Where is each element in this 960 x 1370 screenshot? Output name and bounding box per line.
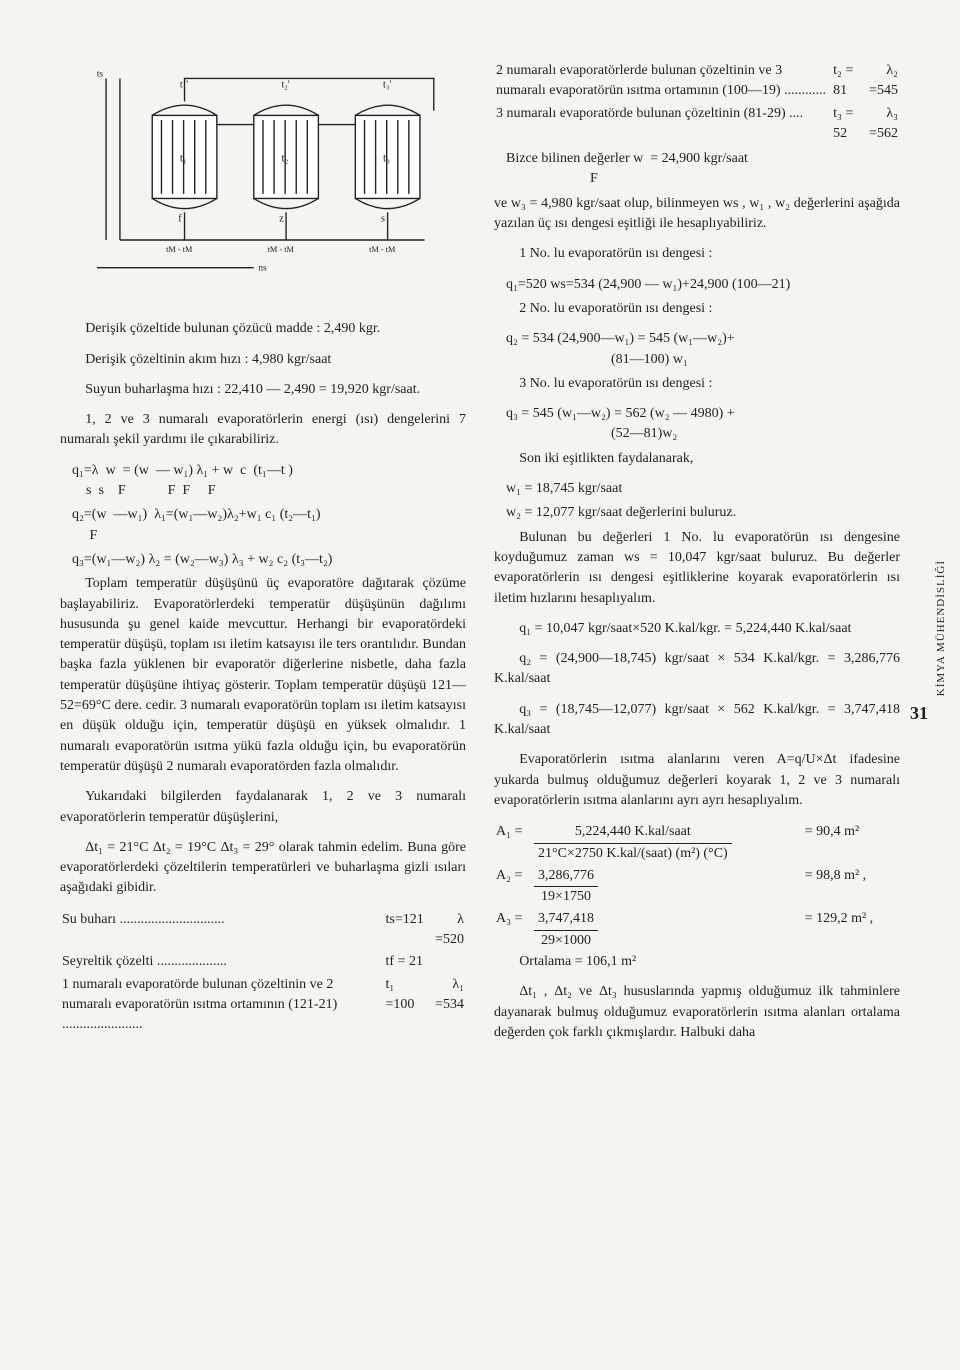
paragraph: Yukarıdaki bilgilerden faydalanarak 1, 2… <box>60 787 466 828</box>
cell: A₃ = <box>494 908 532 952</box>
paragraph: Δt₁ = 21°C Δt₂ = 19°C Δt₃ = 29° olarak t… <box>60 838 466 899</box>
svg-text:f: f <box>178 214 182 225</box>
equation: q₃ = 545 (w₁—w₂) = 562 (w₂ — 4980) + (52… <box>506 404 900 445</box>
svg-text:t₂: t₂ <box>281 153 288 165</box>
cell: Su buharı .............................. <box>60 909 384 952</box>
equation: q₁=520 ws=534 (24,900 — w₁)+24,900 (100—… <box>506 275 900 295</box>
cell: 3,286,77619×1750 <box>532 865 803 909</box>
paragraph: Son iki eşitlikten faydalanarak, <box>494 449 900 469</box>
cell: tf = 21 <box>384 951 427 973</box>
paragraph: Toplam temperatür düşüşünü üç evaporatör… <box>60 574 466 777</box>
right-value-table: 2 numaralı evaporatörlerde bulunan çözel… <box>494 60 900 145</box>
svg-text:ns: ns <box>258 262 267 272</box>
evaporator-diagram: t₁' t₁ f tM - tM t₂' t₂ z <box>60 60 466 300</box>
svg-text:t₂': t₂' <box>281 80 289 91</box>
svg-text:ts: ts <box>97 69 104 79</box>
paragraph: Δt₁ , Δt₂ ve Δt₃ hususlarında yapmış old… <box>494 982 900 1043</box>
table-row: A₂ = 3,286,77619×1750 = 98,8 m² , <box>494 865 900 909</box>
table-row: Seyreltik çözelti .................... t… <box>60 951 466 973</box>
cell: 3,747,41829×1000 <box>532 908 803 952</box>
left-column: t₁' t₁ f tM - tM t₂' t₂ z <box>60 60 466 1053</box>
paragraph: Evaporatörlerin ısıtma alanlarını veren … <box>494 750 900 811</box>
paragraph: Derişik çözeltinin akım hızı : 4,980 kgr… <box>60 350 466 370</box>
equation: w₁ = 18,745 kgr/saat <box>506 479 900 499</box>
svg-text:t₃': t₃' <box>383 80 391 91</box>
table-row: A₁ = 5,224,440 K.kal/saat21°C×2750 K.kal… <box>494 821 900 865</box>
table-row: 3 numaralı evaporatörde bulunan çözeltin… <box>494 103 900 146</box>
paragraph: Derişik çözeltide bulunan çözücü madde :… <box>60 319 466 339</box>
svg-text:tM - tM: tM - tM <box>166 245 193 254</box>
area-calc-block: A₁ = 5,224,440 K.kal/saat21°C×2750 K.kal… <box>494 821 900 972</box>
cell: 3 numaralı evaporatörde bulunan çözeltin… <box>494 103 831 146</box>
left-value-table: Su buharı ..............................… <box>60 909 466 1037</box>
page-number: 31 <box>910 700 928 726</box>
svg-text:t₁: t₁ <box>180 153 187 165</box>
cell: λ₃ =562 <box>860 103 900 146</box>
cell: t₁ =100 <box>384 974 427 1037</box>
paragraph: 2 No. lu evaporatörün ısı dengesi : <box>494 299 900 319</box>
cell: λ =520 <box>427 909 466 952</box>
cell: = 98,8 m² , <box>803 865 900 909</box>
table-row: A₃ = 3,747,41829×1000 = 129,2 m² , <box>494 908 900 952</box>
right-column: 2 numaralı evaporatörlerde bulunan çözel… <box>494 60 900 1053</box>
cell: λ₁ =534 <box>427 974 466 1037</box>
cell: A₁ = <box>494 821 532 865</box>
paragraph: ve w₃ = 4,980 kgr/saat olup, bilinmeyen … <box>494 194 900 235</box>
paragraph: Bulunan bu değerleri 1 No. lu evaporatör… <box>494 528 900 609</box>
equation: w₂ = 12,077 kgr/saat değerlerini buluruz… <box>506 503 900 523</box>
paragraph: Suyun buharlaşma hızı : 22,410 — 2,490 =… <box>60 380 466 400</box>
cell: t₃ = 52 <box>831 103 860 146</box>
table-row: 2 numaralı evaporatörlerde bulunan çözel… <box>494 60 900 103</box>
cell: ts=121 <box>384 909 427 952</box>
svg-text:tM - tM: tM - tM <box>268 245 295 254</box>
equation: q₁=λ w = (w — w₁) λ₁ + w c (t₁—t ) s s F… <box>72 461 466 502</box>
cell: t₂ = 81 <box>831 60 860 103</box>
cell: = 90,4 m² <box>803 821 900 865</box>
cell: 1 numaralı evaporatörde bulunan çözeltin… <box>60 974 384 1037</box>
svg-text:z: z <box>279 214 284 225</box>
equation: Bizce bilinen değerler w = 24,900 kgr/sa… <box>506 149 900 190</box>
cell: A₂ = <box>494 865 532 909</box>
cell: 5,224,440 K.kal/saat21°C×2750 K.kal/(saa… <box>532 821 803 865</box>
equation: q₂ = 534 (24,900—w₁) = 545 (w₁—w₂)+ (81—… <box>506 329 900 370</box>
equation: q₂=(w —w₁) λ₁=(w₁—w₂)λ₂+w₁ c₁ (t₂—t₁) F <box>72 505 466 546</box>
cell: 2 numaralı evaporatörlerde bulunan çözel… <box>494 60 831 103</box>
two-column-layout: t₁' t₁ f tM - tM t₂' t₂ z <box>60 60 900 1053</box>
paragraph: q₁ = 10,047 kgr/saat×520 K.kal/kgr. = 5,… <box>494 619 900 639</box>
svg-text:s: s <box>381 214 385 225</box>
paragraph: 1 No. lu evaporatörün ısı dengesi : <box>494 244 900 264</box>
paragraph: 1, 2 ve 3 numaralı evaporatörlerin energ… <box>60 410 466 451</box>
paragraph: q₂ = (24,900—18,745) kgr/saat × 534 K.ka… <box>494 649 900 690</box>
svg-text:t₃: t₃ <box>383 153 390 165</box>
cell: λ₂ =545 <box>860 60 900 103</box>
average-line: Ortalama = 106,1 m² <box>494 952 900 972</box>
cell: = 129,2 m² , <box>803 908 900 952</box>
table-row: Su buharı ..............................… <box>60 909 466 952</box>
cell <box>427 951 466 973</box>
equation: q₃=(w₁—w₂) λ₂ = (w₂—w₃) λ₃ + w₂ c₂ (t₃—t… <box>72 550 466 570</box>
paragraph: q₃ = (18,745—12,077) kgr/saat × 562 K.ka… <box>494 700 900 741</box>
svg-text:tM - tM: tM - tM <box>369 245 396 254</box>
paragraph: 3 No. lu evaporatörün ısı dengesi : <box>494 374 900 394</box>
cell: Seyreltik çözelti .................... <box>60 951 384 973</box>
table-row: 1 numaralı evaporatörde bulunan çözeltin… <box>60 974 466 1037</box>
journal-side-label: KİMYA MÜHENDİSLİĞİ <box>934 560 950 696</box>
